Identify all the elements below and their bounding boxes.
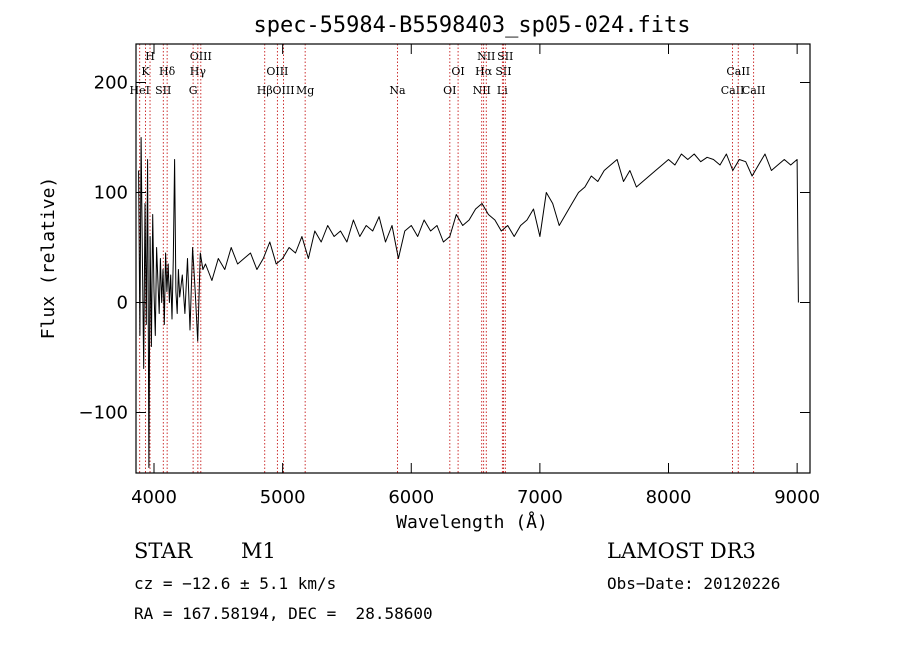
y-tick-label: −100 bbox=[79, 403, 128, 424]
object-subclass: M1 bbox=[241, 539, 276, 563]
line-marker-label: K bbox=[141, 65, 150, 78]
y-tick-label: 0 bbox=[117, 293, 128, 314]
line-marker-label: CaII bbox=[726, 65, 750, 78]
line-marker-label: Hα bbox=[475, 65, 493, 78]
line-marker-label: NII bbox=[477, 50, 495, 63]
x-tick-label: 6000 bbox=[388, 487, 434, 508]
coordinates-readout: RA = 167.58194, DEC = 28.58600 bbox=[134, 604, 433, 623]
x-tick-label: 5000 bbox=[260, 487, 306, 508]
y-tick-label: 200 bbox=[94, 73, 128, 94]
line-marker-label: OIII bbox=[273, 84, 295, 97]
x-axis-ticks: 4000 5000 6000 7000 8000 9000 bbox=[131, 44, 820, 508]
x-tick-label: 7000 bbox=[517, 487, 563, 508]
line-marker-label: H bbox=[145, 50, 155, 63]
redshift-readout: cz = −12.6 ± 5.1 km/s bbox=[134, 574, 337, 593]
y-axis-ticks: −100 0 100 200 bbox=[79, 73, 810, 424]
y-axis-label: Flux (relative) bbox=[38, 177, 59, 340]
line-marker-label: SII bbox=[495, 65, 511, 78]
chart-title: spec-55984-B5598403_sp05-024.fits bbox=[253, 13, 690, 38]
spectrum-series-line bbox=[138, 137, 799, 468]
line-marker-label: OIII bbox=[190, 50, 212, 63]
x-axis-label: Wavelength (Å) bbox=[396, 511, 548, 533]
line-marker-label: OI bbox=[451, 65, 464, 78]
x-tick-label: 4000 bbox=[131, 487, 177, 508]
line-marker-label: OI bbox=[443, 84, 456, 97]
line-marker-label: HeI bbox=[130, 84, 150, 97]
line-marker-label: G bbox=[189, 84, 198, 97]
line-marker-label: OIII bbox=[266, 65, 288, 78]
line-marker-label: SII bbox=[155, 84, 171, 97]
survey-name: LAMOST DR3 bbox=[607, 539, 756, 563]
object-class: STAR bbox=[134, 539, 193, 563]
line-marker-label: Mg bbox=[296, 84, 314, 97]
plot-frame bbox=[135, 43, 811, 474]
line-marker-label: NII bbox=[473, 84, 491, 97]
line-marker-label: CaII bbox=[742, 84, 766, 97]
line-marker-label: Hδ bbox=[159, 65, 176, 78]
line-marker-label: Hβ bbox=[257, 84, 273, 97]
x-tick-label: 9000 bbox=[774, 487, 820, 508]
obs-date: Obs−Date: 20120226 bbox=[607, 574, 781, 593]
y-tick-label: 100 bbox=[94, 183, 128, 204]
line-marker-label: Li bbox=[497, 84, 508, 97]
series-layer bbox=[138, 137, 799, 468]
line-marker-label: Na bbox=[389, 84, 406, 97]
x-tick-label: 8000 bbox=[646, 487, 692, 508]
line-marker-label: SII bbox=[497, 50, 513, 63]
line-marker-label: Hγ bbox=[190, 65, 207, 78]
